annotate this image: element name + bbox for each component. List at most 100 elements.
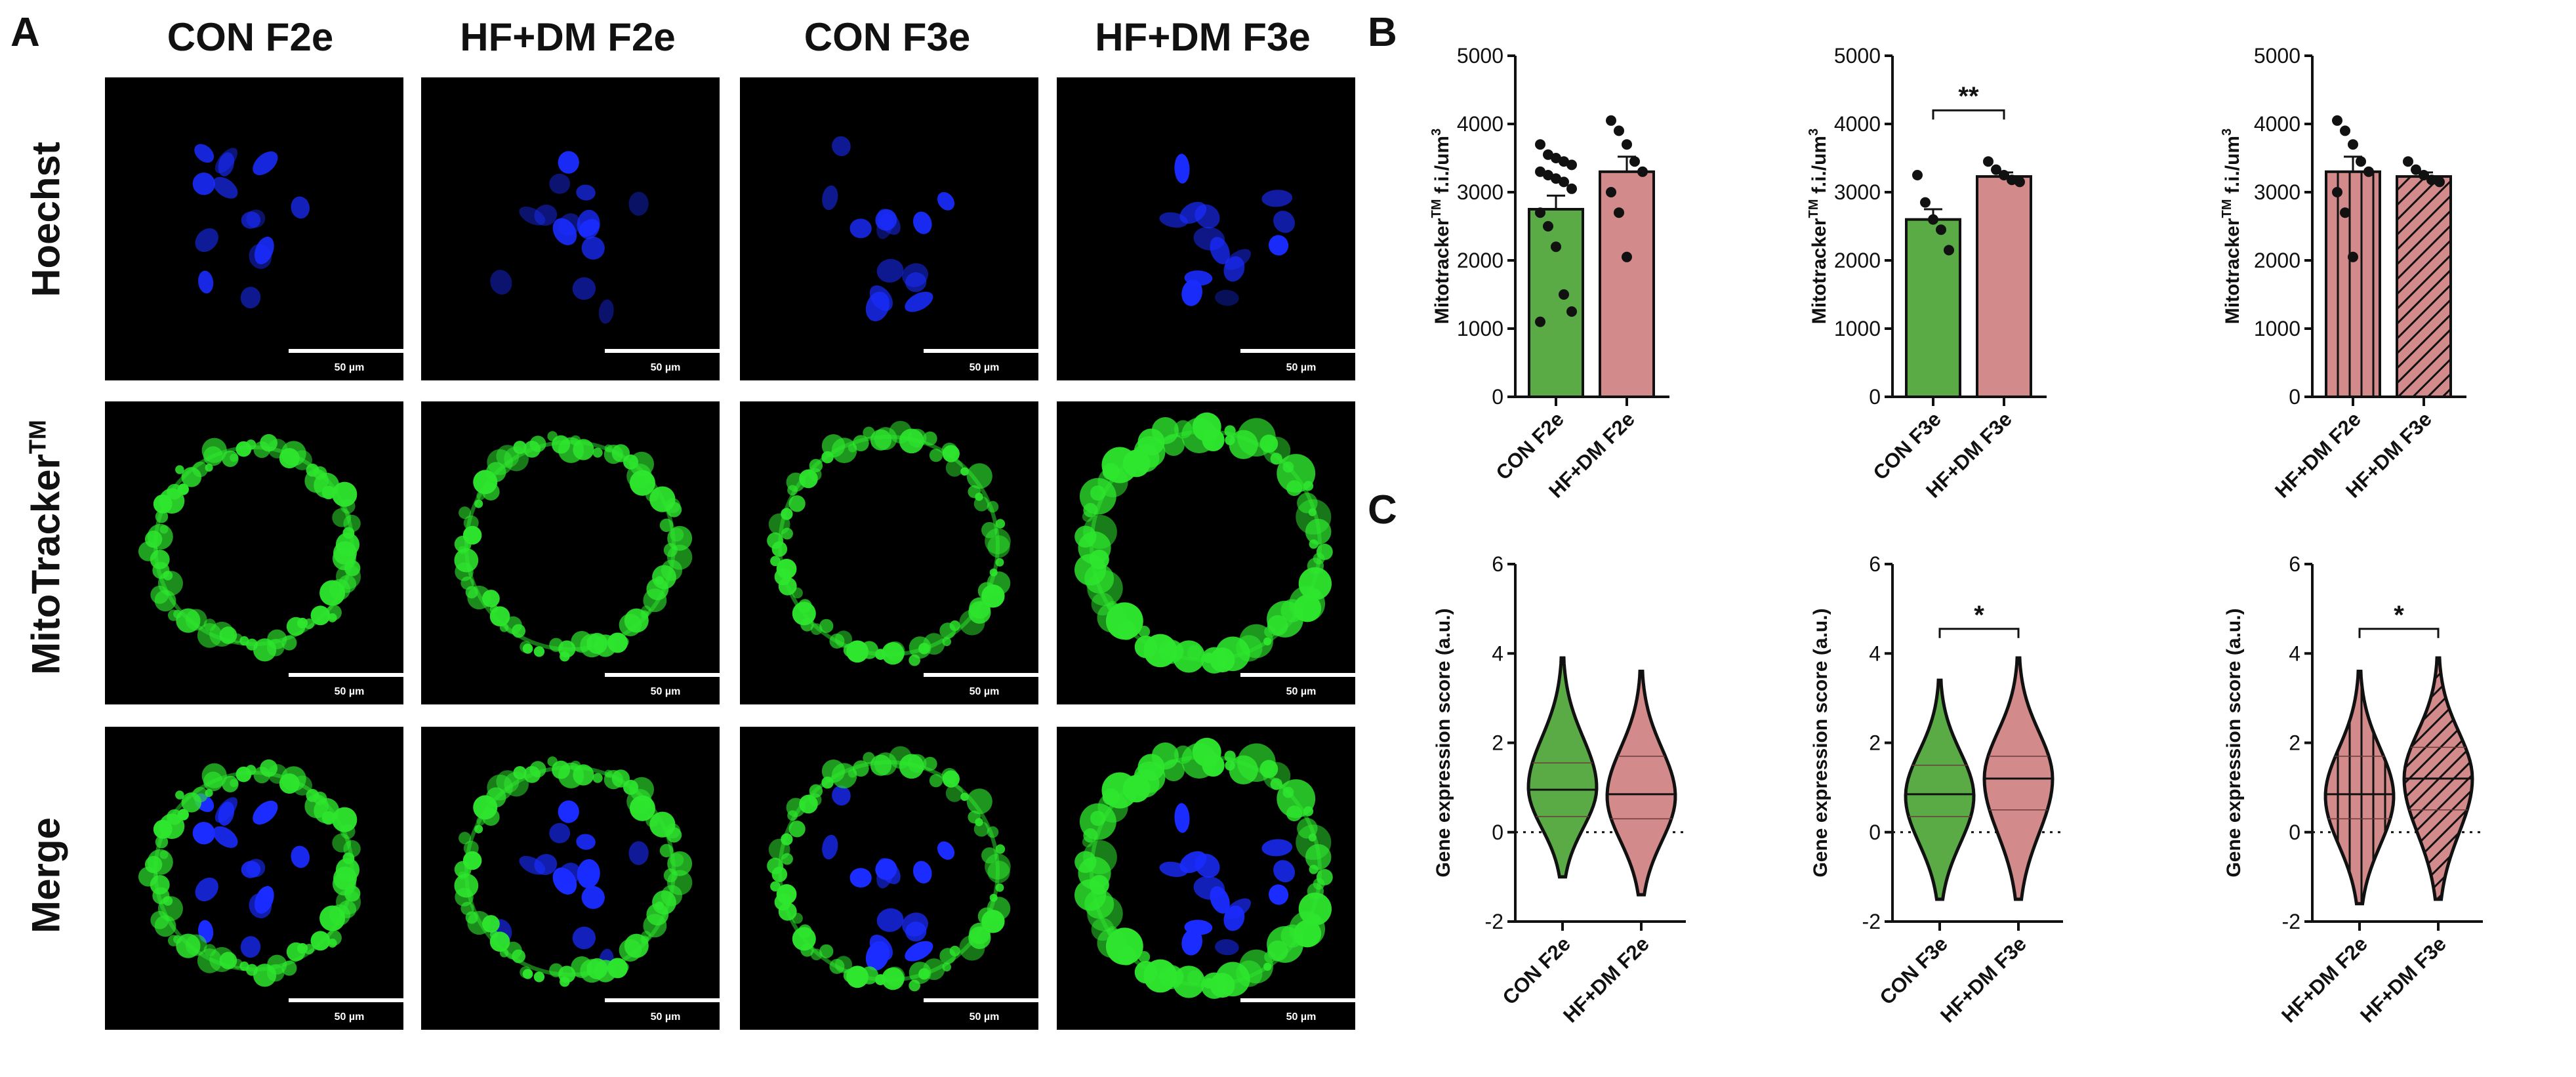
nucleus bbox=[905, 941, 933, 962]
mitochondria-blob bbox=[667, 525, 693, 551]
mitochondria-blob bbox=[205, 463, 213, 472]
mitochondria-blob bbox=[1270, 778, 1282, 790]
mitochondria-blob bbox=[1263, 762, 1291, 790]
scale-bar bbox=[1240, 673, 1355, 677]
mitochondria-blob bbox=[245, 765, 256, 775]
mitochondria-blob bbox=[629, 470, 655, 496]
mitochondria-blob bbox=[852, 760, 869, 777]
nucleus bbox=[558, 213, 581, 236]
mitochondria-blob bbox=[1162, 434, 1185, 456]
mitochondria-blob bbox=[1224, 425, 1236, 437]
data-point bbox=[1566, 306, 1577, 317]
nucleus bbox=[598, 299, 614, 324]
y-axis-label: MitotrackerTM f.i./um3 bbox=[1807, 129, 1830, 324]
scale-bar-label: 50 µm bbox=[650, 362, 681, 373]
nucleus bbox=[875, 209, 897, 231]
data-point bbox=[1637, 166, 1648, 177]
mitochondria-blob bbox=[192, 461, 209, 478]
nucleus bbox=[849, 868, 872, 888]
nucleus bbox=[253, 151, 278, 176]
nucleus bbox=[194, 144, 215, 163]
mitochondria-blob bbox=[459, 832, 471, 845]
mitochondria-blob bbox=[321, 811, 336, 825]
y-tick-label: -2 bbox=[1862, 910, 1881, 933]
mitochondria-blob bbox=[819, 619, 834, 634]
data-point bbox=[1991, 164, 2001, 175]
nucleus bbox=[1269, 235, 1289, 256]
mitochondria-blob bbox=[959, 935, 985, 961]
nucleus bbox=[913, 211, 932, 234]
mitochondria-blob bbox=[573, 764, 594, 786]
y-tick-label: 2 bbox=[1869, 731, 1881, 755]
scale-bar-label: 50 µm bbox=[1286, 686, 1317, 697]
mitochondria-blob bbox=[1303, 806, 1314, 817]
y-tick-label: 0 bbox=[1869, 385, 1881, 409]
mitochondria-blob bbox=[1203, 977, 1214, 989]
y-tick-label: 0 bbox=[2289, 821, 2300, 844]
micrograph-merge-1: 50 µm bbox=[105, 727, 403, 1030]
nucleus bbox=[876, 258, 904, 283]
mitochondria-blob bbox=[939, 948, 956, 965]
nucleus bbox=[876, 908, 904, 932]
mitochondria-blob bbox=[310, 931, 331, 951]
data-point bbox=[1936, 224, 1946, 235]
mitochondria-blob bbox=[177, 483, 189, 495]
mitochondria-blob bbox=[770, 881, 781, 892]
y-tick-label: 5000 bbox=[1834, 44, 1881, 68]
mitochondria-blob bbox=[230, 779, 238, 788]
mitochondria-blob bbox=[1270, 453, 1282, 465]
mitochondria-blob bbox=[245, 439, 256, 450]
nucleus bbox=[577, 859, 600, 889]
bar bbox=[2325, 170, 2381, 399]
scale-bar-label: 50 µm bbox=[1286, 1011, 1317, 1023]
mitochondria-blob bbox=[454, 873, 479, 898]
mitochondria-blob bbox=[1083, 840, 1117, 874]
mitochondria-blob bbox=[321, 485, 336, 500]
nucleus bbox=[581, 236, 605, 260]
data-point bbox=[1543, 149, 1553, 160]
mitochondria-blob bbox=[573, 439, 594, 460]
mitochondria-blob bbox=[319, 905, 346, 931]
mitochondria-blob bbox=[462, 851, 482, 870]
mitochondria-blob bbox=[319, 580, 346, 606]
data-point bbox=[2434, 176, 2445, 188]
nucleus bbox=[1215, 939, 1239, 956]
y-tick-label: 2000 bbox=[2254, 249, 2300, 272]
mitochondria-blob bbox=[462, 525, 482, 545]
mitochondria-blob bbox=[788, 821, 806, 838]
y-tick-label: 2000 bbox=[1457, 249, 1503, 272]
mitochondria-blob bbox=[1309, 864, 1319, 874]
nucleus bbox=[1174, 153, 1190, 184]
y-axis-label: MitotrackerTM f.i./um3 bbox=[1429, 129, 1453, 324]
y-tick-label: 0 bbox=[1492, 385, 1503, 409]
mitochondria-blob bbox=[335, 858, 360, 882]
nucleus bbox=[240, 936, 261, 958]
nucleus bbox=[849, 218, 872, 239]
y-tick-label: 2 bbox=[1492, 731, 1503, 755]
data-point bbox=[1944, 245, 1954, 256]
mitochondria-blob bbox=[643, 914, 667, 938]
data-point bbox=[1551, 173, 1561, 184]
mitochondria-blob bbox=[159, 525, 169, 534]
row-label-hoechst: Hoechst bbox=[24, 142, 68, 297]
mitochondria-blob bbox=[286, 617, 306, 636]
mitochondria-blob bbox=[549, 638, 563, 652]
data-point bbox=[1983, 156, 1993, 167]
data-point bbox=[1566, 183, 1577, 194]
y-tick-label: -2 bbox=[2282, 910, 2300, 933]
nucleus bbox=[1193, 876, 1225, 900]
data-point bbox=[1535, 316, 1545, 327]
column-title-hfdm-f2e: HF+DM F2e bbox=[460, 15, 676, 59]
nucleus bbox=[249, 244, 272, 269]
mitochondria-blob bbox=[1303, 481, 1314, 491]
scale-bar-label: 50 µm bbox=[334, 362, 365, 373]
mitochondria-blob bbox=[459, 506, 471, 519]
x-tick-label: HF+DM F3e bbox=[1936, 932, 2031, 1027]
mitochondria-blob bbox=[1083, 515, 1117, 549]
y-tick-label: 0 bbox=[1492, 821, 1503, 844]
x-tick-label: CON F2e bbox=[1498, 932, 1575, 1009]
y-tick-label: 1000 bbox=[2254, 317, 2300, 340]
mitochondria-blob bbox=[776, 559, 797, 579]
nucleus bbox=[534, 205, 558, 226]
mitochondria-blob bbox=[619, 613, 642, 637]
